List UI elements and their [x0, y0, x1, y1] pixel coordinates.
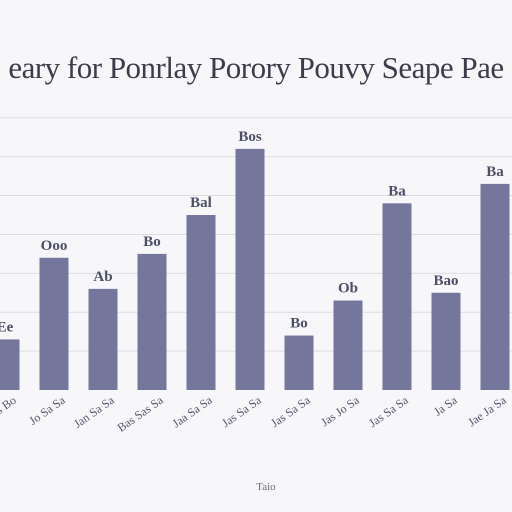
data-label: Bo: [143, 234, 161, 250]
chart-title: eary for Ponrlay Porory Pouvy Seape Pae: [8, 50, 504, 85]
bar: [186, 215, 216, 390]
bar: [137, 253, 167, 390]
data-label: Ob: [338, 281, 358, 297]
x-tick-label: Jas Sa Sa: [268, 393, 313, 430]
data-label: Ab: [93, 269, 112, 285]
data-label: Bal: [190, 195, 212, 211]
data-label: Bos: [238, 129, 262, 145]
data-label: Ee: [0, 319, 14, 335]
x-tick-label: Jas Sa Sa: [366, 393, 411, 430]
x-tick-label: Jae Ja Sa: [465, 393, 509, 430]
bar: [39, 257, 69, 390]
x-tick-label: Jaa Sa Sa: [170, 393, 216, 431]
bar: [284, 335, 314, 390]
data-label: Bo: [290, 316, 308, 332]
data-label: Ba: [486, 164, 504, 180]
bar: [333, 300, 363, 390]
bar: [88, 288, 118, 390]
x-tick-label: Jas Bo: [0, 393, 19, 423]
x-tick-label: Jas Jo Sa: [318, 393, 362, 430]
bar: [0, 339, 20, 390]
data-label: Bao: [433, 273, 458, 289]
bar: [235, 148, 265, 390]
data-label: Ooo: [41, 238, 68, 254]
bar: [382, 203, 412, 390]
x-tick-label: Bas Sas Sa: [115, 393, 167, 435]
bar: [480, 183, 510, 390]
x-axis-label: Taio: [256, 481, 276, 493]
bar: [431, 292, 461, 390]
data-labels: Ee Ooo Ab Bo Bal Bos Bo Ob Ba Bao Ba: [0, 129, 504, 336]
x-tick-label: Jo Sa Sa: [26, 393, 68, 428]
data-label: Ba: [388, 183, 406, 199]
x-tick-label: Ja Sa: [431, 393, 460, 419]
bars: [0, 148, 510, 390]
x-tick-label: Jan Sa Sa: [71, 393, 117, 431]
x-tick-label: Jas Sa Sa: [219, 393, 264, 430]
